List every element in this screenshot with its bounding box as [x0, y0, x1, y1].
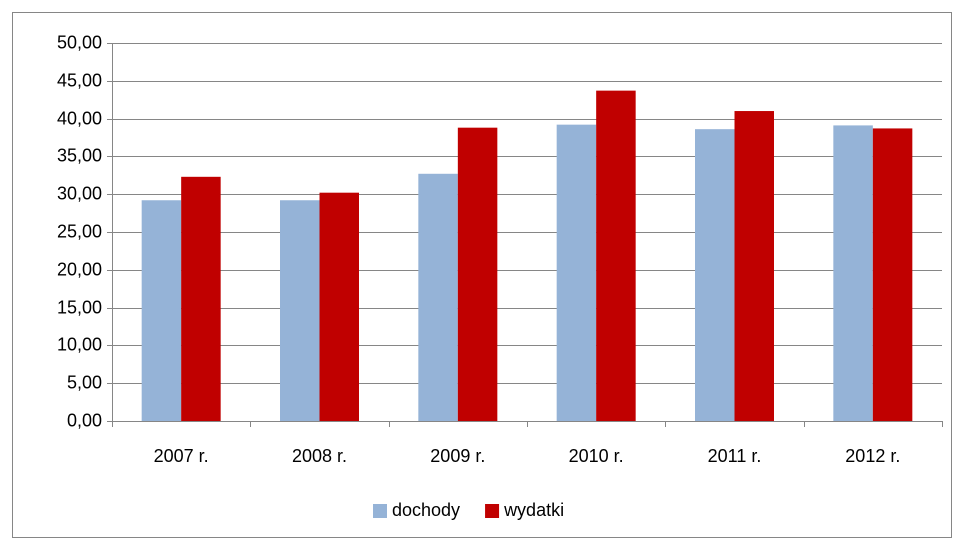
y-tick-label: 40,00 — [57, 108, 102, 128]
bar — [280, 200, 320, 421]
bar — [181, 176, 221, 421]
bar — [734, 111, 774, 421]
bar — [556, 124, 597, 421]
x-tick-label: 2012 r. — [845, 446, 900, 466]
legend-label: dochody — [392, 500, 460, 520]
bar — [319, 192, 359, 421]
legend-swatch — [485, 504, 500, 518]
bar — [596, 90, 636, 422]
x-tick-label: 2010 r. — [569, 446, 624, 466]
y-tick-label: 5,00 — [67, 372, 102, 392]
bar — [141, 200, 182, 421]
y-tick-label: 25,00 — [57, 221, 102, 241]
bar — [833, 125, 873, 422]
y-tick-label: 20,00 — [57, 259, 102, 279]
bar — [418, 173, 458, 421]
y-tick-label: 35,00 — [57, 145, 102, 165]
bar — [872, 128, 913, 422]
x-tick-label: 2009 r. — [430, 446, 485, 466]
bar — [457, 127, 498, 421]
y-tick-label: 10,00 — [57, 334, 102, 354]
x-tick-label: 2007 r. — [154, 446, 209, 466]
x-tick-label: 2011 r. — [708, 446, 762, 466]
y-tick-label: 30,00 — [57, 183, 102, 203]
y-tick-label: 0,00 — [67, 410, 102, 430]
y-tick-label: 45,00 — [57, 70, 102, 90]
x-tick-label: 2008 r. — [292, 446, 347, 466]
bar — [695, 129, 735, 421]
y-tick-label: 50,00 — [57, 32, 102, 52]
y-tick-label: 15,00 — [57, 297, 102, 317]
legend-label: wydatki — [503, 500, 564, 520]
legend-swatch — [373, 504, 387, 518]
